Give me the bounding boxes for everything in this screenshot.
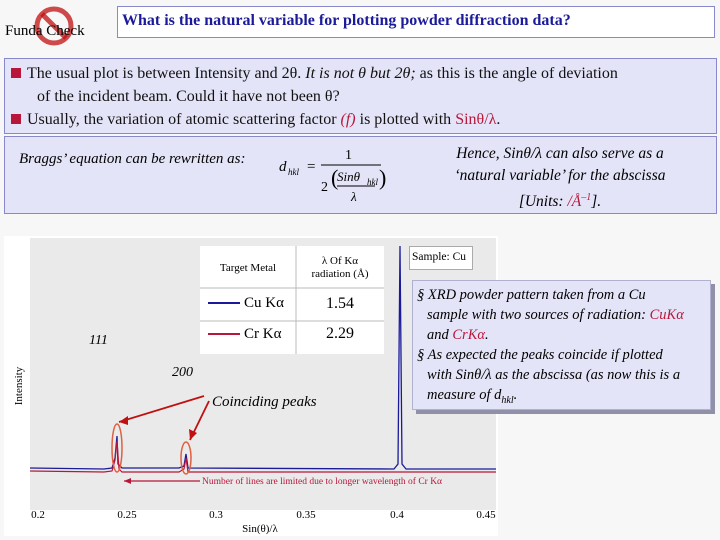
legend-col2a: λ Of Kα [322, 255, 358, 267]
lines-note: Number of lines are limited due to longe… [202, 476, 442, 487]
slide-title: What is the natural variable for plottin… [122, 12, 571, 29]
peak-oval-111 [111, 423, 123, 473]
legend-col2b: radiation (Å) [311, 268, 368, 280]
bragg-panel: Braggs’ equation can be rewritten as: d … [4, 136, 717, 214]
note-line-3: and CrKα. [427, 327, 489, 343]
svg-text:(: ( [331, 165, 338, 190]
bullet-marker-icon [11, 114, 21, 124]
x-tick: 0.45 [476, 509, 496, 521]
peak-label-111: 111 [89, 333, 108, 348]
hence-text: Hence, Sinθ/λ can also serve as a ‘natur… [454, 145, 666, 211]
eq-lambda: λ [350, 189, 357, 204]
funda-check-label: Funda Check [5, 23, 85, 39]
bullet-2: Usually, the variation of atomic scatter… [11, 111, 500, 129]
funda-check-logo: Funda Check [3, 5, 95, 55]
eq-d: d [279, 159, 287, 175]
note-line-4: § As expected the peaks coincide if plot… [417, 347, 663, 363]
x-ticks: 0.2 0.25 0.3 0.35 0.4 0.45 [31, 509, 496, 521]
eq-hkl: hkl [288, 167, 299, 177]
svg-text:): ) [379, 165, 386, 190]
coinciding-label: Coinciding peaks [212, 394, 317, 410]
note-line-5: with Sinθ/λ as the abscissa (as now this… [427, 367, 681, 383]
sample-box: Sample: Cu [409, 246, 473, 270]
bragg-equation: d hkl = 1 2 ( Sinθ hkl λ ) [279, 148, 386, 204]
legend-metal-cu: Cu Kα [244, 295, 284, 311]
note-line-6: measure of dhkl. [427, 387, 518, 406]
legend-col1: Target Metal [220, 262, 276, 274]
legend-value-cr: 2.29 [326, 325, 354, 342]
legend-metal-cr: Cr Kα [244, 326, 282, 342]
peak-label-200: 200 [172, 365, 193, 380]
eq-one: 1 [345, 148, 352, 163]
note-box: § XRD powder pattern taken from a Cu sam… [412, 280, 711, 410]
x-tick: 0.2 [31, 509, 45, 521]
note-line-1: § XRD powder pattern taken from a Cu [417, 287, 646, 303]
prohibition-icon [34, 6, 74, 46]
bullet-panel: The usual plot is between Intensity and … [4, 58, 717, 134]
eq-two: 2 [321, 180, 328, 195]
legend-value-cu: 1.54 [326, 295, 354, 312]
svg-text:hkl: hkl [367, 177, 378, 187]
bullet-marker-icon [11, 68, 21, 78]
bullet-1-cont: of the incident beam. Could it have not … [37, 88, 340, 105]
x-tick: 0.3 [209, 509, 223, 521]
bullet-1: The usual plot is between Intensity and … [11, 65, 618, 83]
peak-oval-200 [180, 441, 192, 475]
x-tick: 0.25 [117, 509, 137, 521]
svg-text:=: = [307, 159, 315, 175]
x-tick: 0.4 [390, 509, 404, 521]
bragg-label: Braggs’ equation can be rewritten as: [19, 151, 246, 167]
eq-sin: Sinθ [337, 169, 361, 184]
cr-trace [29, 440, 496, 473]
arrow-111 [118, 395, 205, 423]
x-axis-label: Sin(θ)/λ [242, 523, 278, 535]
x-tick: 0.35 [296, 509, 316, 521]
y-axis-label: Intensity [13, 366, 25, 405]
sample-label: Sample: Cu [412, 251, 466, 263]
note-line-2: sample with two sources of radiation: Cu… [427, 307, 684, 323]
legend-table [200, 246, 384, 354]
slide-title-box: What is the natural variable for plottin… [117, 6, 715, 38]
